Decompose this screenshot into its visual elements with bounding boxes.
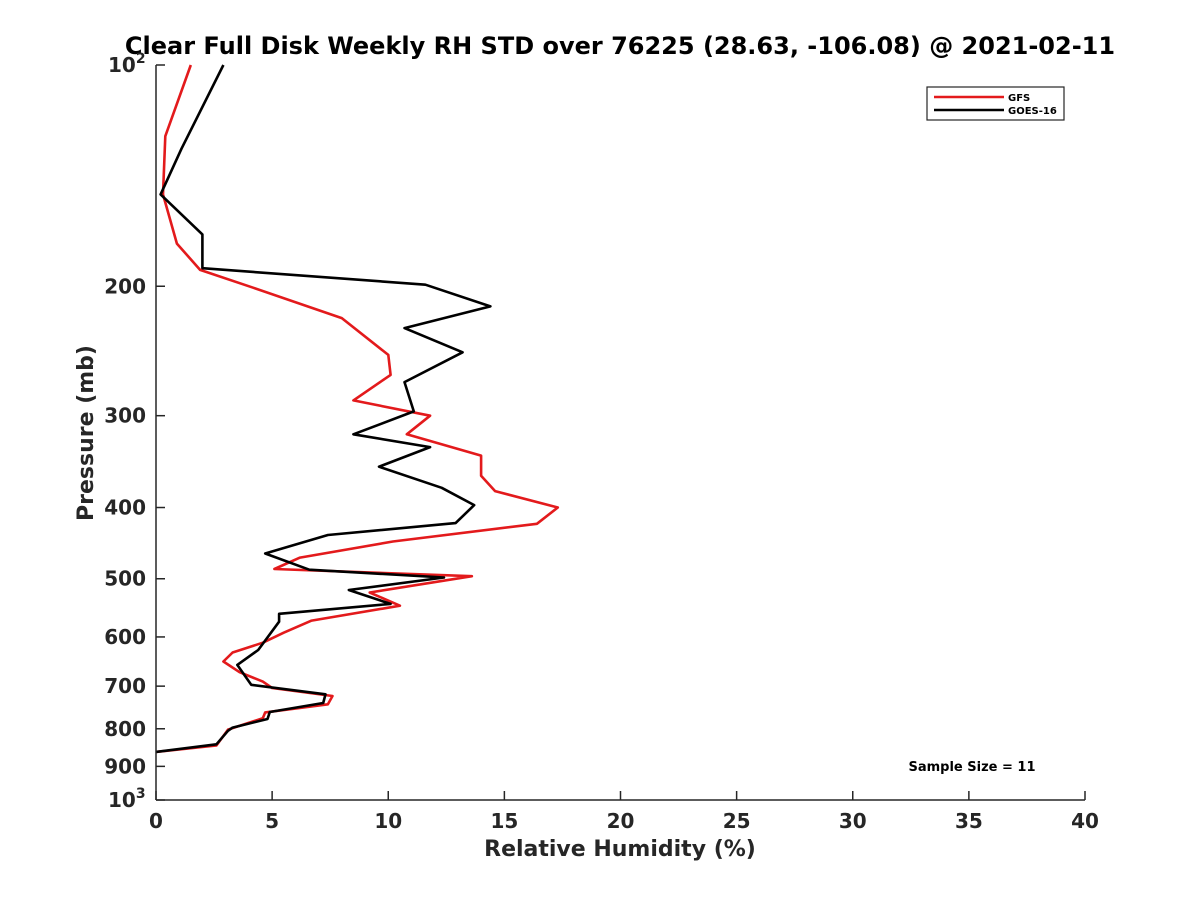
series-line-goes-16	[155, 64, 492, 754]
x-tick-label: 25	[723, 809, 751, 833]
y-tick-label: 102	[108, 51, 146, 77]
y-tick-label: 400	[104, 496, 146, 520]
y-ticks: 102 200 300 400 500 600 700 800 900 103	[104, 51, 165, 812]
y-axis-label: Pressure (mb)	[74, 345, 99, 521]
x-tick-label: 35	[955, 809, 983, 833]
y-tick-label: 200	[104, 274, 146, 298]
x-tick-label: 5	[265, 809, 279, 833]
y-tick-label: 300	[104, 404, 146, 428]
legend-box	[926, 86, 1065, 121]
x-tick-label: 40	[1071, 809, 1099, 833]
y-tick-label: 800	[104, 717, 146, 741]
x-tick-label: 15	[490, 809, 518, 833]
x-tick-label: 20	[607, 809, 635, 833]
sample-size-annotation: Sample Size = 11	[908, 760, 1035, 775]
legend-label-gfs: GFS	[1008, 93, 1030, 104]
x-tick-label: 0	[149, 809, 163, 833]
y-tick-label: 900	[104, 754, 146, 778]
legend-label-goes-16: GOES-16	[1008, 106, 1057, 117]
y-tick-label: 103	[108, 786, 146, 812]
y-tick-label: 600	[104, 625, 146, 649]
axes-layer: 0 5 10 15 20 25 30 35 40 102 200 300 400 500 600 700 80…	[104, 51, 1099, 833]
series-layer	[155, 64, 560, 754]
x-axis-label: Relative Humidity (%)	[484, 837, 756, 862]
legend: GFS GOES-16	[926, 86, 1065, 121]
y-tick-label: 700	[104, 674, 146, 698]
x-tick-label: 10	[374, 809, 402, 833]
plot-area: 0 5 10 15 20 25 30 35 40 102 200 300 400 500 600 700 80…	[104, 51, 1099, 833]
x-tick-label: 30	[839, 809, 867, 833]
x-ticks: 0 5 10 15 20 25 30 35 40	[149, 791, 1099, 833]
chart-title: Clear Full Disk Weekly RH STD over 76225…	[125, 32, 1115, 60]
y-tick-label: 500	[104, 567, 146, 591]
